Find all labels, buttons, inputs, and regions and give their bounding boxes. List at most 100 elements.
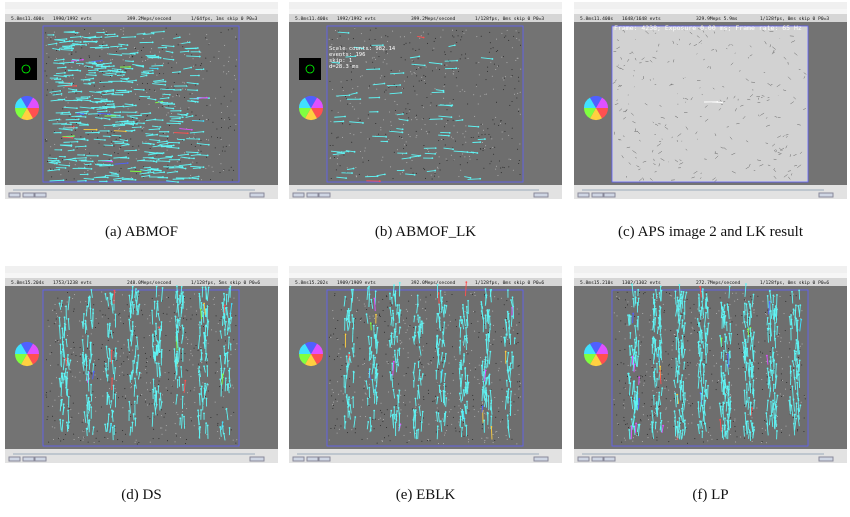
- event: [47, 89, 48, 90]
- event: [116, 392, 117, 393]
- arrow-head: [346, 396, 348, 398]
- event: [162, 394, 163, 395]
- event: [168, 372, 169, 373]
- event: [670, 400, 671, 401]
- event: [450, 321, 451, 322]
- event: [649, 320, 650, 321]
- arrow-head: [100, 101, 102, 103]
- event: [189, 359, 190, 360]
- event: [355, 318, 356, 319]
- event: [233, 387, 234, 388]
- arrow-head: [162, 65, 164, 67]
- status-text: 329.9Meps 5.9ms: [696, 16, 738, 22]
- event: [718, 380, 719, 381]
- event: [750, 296, 751, 297]
- event: [766, 442, 767, 443]
- event: [380, 410, 381, 411]
- arrow-head: [376, 392, 378, 394]
- arrow-head: [85, 320, 87, 322]
- event: [487, 128, 488, 129]
- event: [372, 419, 373, 420]
- arrow-head: [378, 97, 380, 99]
- event: [141, 50, 142, 51]
- flow-arrow: [176, 292, 177, 299]
- event: [385, 354, 386, 355]
- event: [47, 82, 48, 83]
- event: [150, 322, 151, 323]
- event: [438, 140, 439, 141]
- flow-arrow: [140, 161, 153, 162]
- event: [151, 48, 152, 49]
- event: [435, 396, 436, 397]
- event: [138, 145, 139, 146]
- event: [460, 39, 461, 40]
- arrow-head: [67, 410, 69, 412]
- event: [198, 324, 199, 325]
- event: [46, 397, 47, 398]
- event: [381, 37, 382, 38]
- event: [329, 337, 330, 338]
- arrow-head: [125, 156, 127, 158]
- event: [458, 176, 459, 177]
- event: [456, 42, 457, 43]
- event: [692, 403, 693, 404]
- event: [174, 82, 175, 83]
- arrow-head: [157, 300, 159, 302]
- event: [656, 440, 657, 441]
- arrow-head: [414, 398, 416, 400]
- arrow-head: [459, 392, 461, 394]
- arrow-head: [466, 335, 468, 337]
- event: [514, 88, 515, 89]
- arrow-head: [68, 421, 70, 423]
- arrow-head: [69, 40, 71, 42]
- arrow-head: [148, 172, 150, 174]
- event: [478, 337, 479, 338]
- arrow-head: [226, 408, 228, 410]
- event: [196, 310, 197, 311]
- arrow-head: [480, 301, 482, 303]
- event: [73, 78, 74, 79]
- event: [682, 401, 683, 402]
- event: [642, 441, 643, 442]
- event: [489, 52, 490, 53]
- event: [431, 362, 432, 363]
- event: [406, 373, 407, 374]
- arrow-head: [173, 144, 175, 146]
- event: [409, 111, 410, 112]
- arrow-head: [122, 94, 124, 96]
- event: [433, 48, 434, 49]
- event: [396, 405, 397, 406]
- event: [55, 36, 56, 37]
- event: [122, 396, 123, 397]
- status-text: 1/128fps, 0ms skip 0 P0=3: [760, 16, 829, 22]
- arrow-head: [343, 152, 345, 154]
- arrow-head: [464, 335, 466, 337]
- event: [106, 33, 107, 34]
- event: [121, 363, 122, 364]
- event: [615, 339, 616, 340]
- event: [447, 393, 448, 394]
- event: [343, 154, 344, 155]
- event: [338, 31, 339, 32]
- arrow-head: [182, 348, 184, 350]
- event: [495, 169, 496, 170]
- arrow-head: [391, 332, 393, 334]
- arrow-head: [143, 122, 145, 124]
- arrow-head: [135, 300, 137, 302]
- event: [61, 95, 62, 96]
- event: [423, 75, 424, 76]
- event: [493, 434, 494, 435]
- event: [166, 425, 167, 426]
- event: [69, 115, 70, 116]
- event: [352, 88, 353, 89]
- event: [95, 172, 96, 173]
- event: [485, 145, 486, 146]
- event: [229, 170, 230, 171]
- title-bar: [574, 2, 847, 9]
- arrow-head: [137, 52, 139, 54]
- event: [498, 437, 499, 438]
- event: [450, 102, 451, 103]
- event: [156, 155, 157, 156]
- arrow-head: [459, 368, 461, 370]
- event: [388, 392, 389, 393]
